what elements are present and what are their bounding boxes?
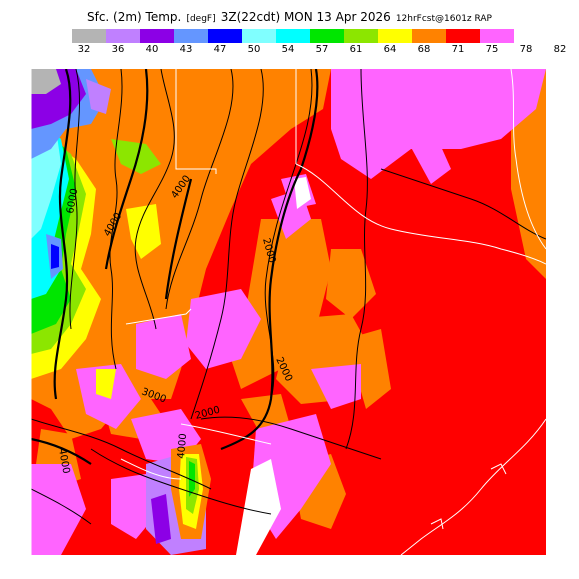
legend-tick-label: 57: [315, 44, 329, 55]
legend-swatch: [242, 29, 276, 43]
legend-swatch: [174, 29, 208, 43]
contour-label: 4000: [56, 448, 71, 475]
valid-time: 3Z(22cdt) MON 13 Apr 2026: [220, 10, 391, 24]
legend-tick-label: 61: [349, 44, 363, 55]
legend-swatch: [140, 29, 174, 43]
run-info: 12hrFcst@1601z RAP: [395, 14, 492, 24]
legend-tick-label: 32: [77, 44, 91, 55]
legend-swatch: [276, 29, 310, 43]
color-scale-ticks: 32 36 40 43 47 50 54 57 61 64 68 71 75 78 82: [0, 44, 579, 58]
contour-lines-bold: [31, 69, 319, 465]
legend-tick-label: 82: [553, 44, 567, 55]
legend-swatch: [310, 29, 344, 43]
legend-tick-label: 54: [281, 44, 295, 55]
white-patches: [236, 177, 311, 555]
legend-tick-label: 47: [213, 44, 227, 55]
legend-swatch: [480, 29, 514, 43]
state-borders: [31, 69, 546, 555]
product-name: Sfc. (2m) Temp.: [86, 10, 182, 24]
legend-tick-label: 40: [145, 44, 159, 55]
legend-tick-label: 36: [111, 44, 125, 55]
contour-lines: [31, 69, 546, 525]
legend-swatch: [412, 29, 446, 43]
legend-swatch: [106, 29, 140, 43]
contour-label: 6000: [65, 188, 80, 215]
color-scale: [72, 29, 514, 43]
legend-swatch: [208, 29, 242, 43]
legend-swatch: [72, 29, 106, 43]
legend-swatch: [378, 29, 412, 43]
map-title: Sfc. (2m) Temp. [degF] 3Z(22cdt) MON 13 …: [0, 6, 579, 25]
coastline: [400, 418, 546, 555]
legend-tick-label: 43: [179, 44, 193, 55]
legend-tick-label: 75: [485, 44, 499, 55]
units-label: [degF]: [186, 14, 216, 24]
legend-swatch: [446, 29, 480, 43]
legend-tick-label: 64: [383, 44, 397, 55]
legend-tick-label: 78: [519, 44, 533, 55]
temperature-map: 6000 4000 4000 2000 2000 2000 3000 4000 …: [31, 69, 546, 555]
cold-south: [146, 444, 211, 555]
legend-tick-label: 71: [451, 44, 465, 55]
legend-swatch: [344, 29, 378, 43]
contour-label: 4000: [176, 433, 189, 459]
legend-tick-label: 68: [417, 44, 431, 55]
legend-tick-label: 50: [247, 44, 261, 55]
